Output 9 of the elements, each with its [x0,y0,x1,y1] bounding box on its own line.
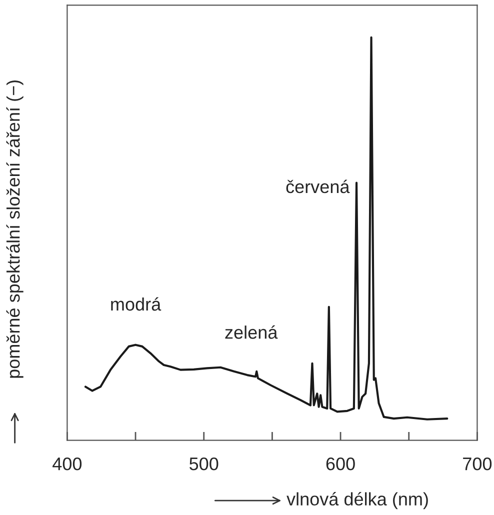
x-tick-label: 500 [190,457,218,470]
annotation: zelená [225,325,278,339]
x-tick-label: 400 [52,457,82,470]
x-tick-label: 700 [463,457,492,470]
x-tick-label: 600 [326,457,355,470]
x-axis-title: vlnová délka (nm) [286,492,428,510]
annotation: modrá [111,297,162,311]
annotation: červená [286,180,350,194]
y-axis-title: poměrné spektrální složení záření (−) [6,80,24,378]
